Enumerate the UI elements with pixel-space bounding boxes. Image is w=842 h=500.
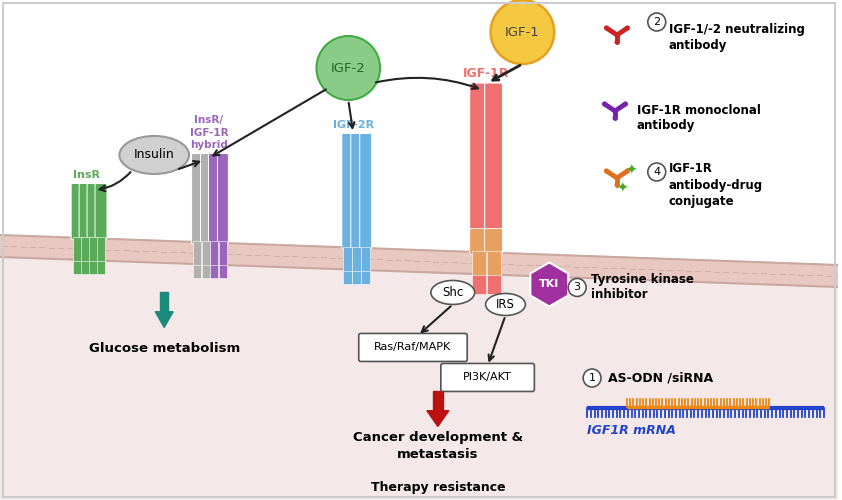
Bar: [210, 264, 218, 278]
Text: 3: 3: [573, 282, 581, 292]
Text: TKI: TKI: [539, 280, 559, 289]
Bar: [361, 270, 370, 283]
FancyBboxPatch shape: [441, 364, 535, 392]
Bar: [210, 242, 218, 266]
Circle shape: [625, 168, 630, 173]
Text: IGF1R mRNA: IGF1R mRNA: [587, 424, 676, 437]
Bar: [344, 270, 352, 283]
Bar: [487, 274, 500, 294]
Text: Therapy resistance: Therapy resistance: [370, 482, 505, 494]
Ellipse shape: [486, 294, 525, 316]
FancyBboxPatch shape: [359, 334, 467, 361]
FancyBboxPatch shape: [87, 184, 99, 240]
Text: PI3K/AKT: PI3K/AKT: [463, 372, 512, 382]
Text: IGF-1R
antibody-drug
conjugate: IGF-1R antibody-drug conjugate: [669, 162, 763, 208]
Bar: [88, 237, 98, 261]
Bar: [472, 252, 486, 276]
Circle shape: [317, 36, 380, 100]
Text: Shc: Shc: [442, 286, 463, 299]
Text: ✦: ✦: [616, 182, 628, 196]
Bar: [433, 392, 443, 410]
Circle shape: [615, 182, 620, 188]
Circle shape: [604, 26, 609, 30]
Text: 2: 2: [653, 17, 660, 27]
FancyBboxPatch shape: [192, 154, 203, 244]
Text: Glucose metabolism: Glucose metabolism: [88, 342, 240, 355]
FancyBboxPatch shape: [72, 184, 83, 240]
Bar: [344, 246, 352, 270]
Text: IGF-2: IGF-2: [331, 62, 365, 74]
Circle shape: [604, 168, 609, 173]
Bar: [202, 242, 210, 266]
Bar: [72, 260, 82, 274]
Text: InsR: InsR: [73, 170, 100, 180]
Bar: [81, 237, 89, 261]
Text: 1: 1: [589, 373, 595, 383]
Circle shape: [625, 26, 630, 30]
FancyBboxPatch shape: [470, 83, 488, 234]
Circle shape: [647, 13, 666, 31]
FancyBboxPatch shape: [217, 154, 228, 244]
Bar: [88, 260, 98, 274]
FancyBboxPatch shape: [485, 83, 503, 234]
Text: Tyrosine kinase
inhibitor: Tyrosine kinase inhibitor: [591, 274, 694, 301]
Circle shape: [623, 102, 628, 106]
Polygon shape: [0, 257, 838, 500]
Text: IGF-1/-2 neutralizing
antibody: IGF-1/-2 neutralizing antibody: [669, 24, 805, 52]
FancyBboxPatch shape: [351, 134, 363, 249]
FancyBboxPatch shape: [200, 154, 211, 244]
Text: IGF-2R: IGF-2R: [333, 120, 374, 130]
FancyBboxPatch shape: [485, 228, 503, 254]
Text: IGF-1R: IGF-1R: [462, 67, 509, 80]
FancyBboxPatch shape: [360, 134, 371, 249]
Ellipse shape: [120, 136, 189, 174]
Bar: [219, 264, 226, 278]
Text: ✦: ✦: [625, 164, 637, 178]
Polygon shape: [155, 312, 173, 328]
Ellipse shape: [431, 280, 475, 304]
Text: Ras/Raf/MAPK: Ras/Raf/MAPK: [375, 342, 451, 352]
Circle shape: [568, 278, 586, 296]
Circle shape: [615, 40, 620, 44]
Circle shape: [647, 163, 666, 181]
Text: IRS: IRS: [496, 298, 515, 311]
Circle shape: [491, 0, 554, 64]
Text: IGF-1R monoclonal
antibody: IGF-1R monoclonal antibody: [637, 104, 760, 132]
Bar: [193, 264, 201, 278]
Bar: [472, 274, 486, 294]
Circle shape: [612, 116, 617, 120]
Polygon shape: [0, 235, 838, 287]
FancyBboxPatch shape: [470, 228, 488, 254]
Circle shape: [602, 102, 607, 106]
Bar: [352, 246, 361, 270]
Text: Cancer development &
metastasis: Cancer development & metastasis: [353, 432, 523, 462]
Bar: [219, 242, 226, 266]
Bar: [97, 237, 105, 261]
Polygon shape: [530, 262, 568, 306]
Polygon shape: [427, 410, 449, 426]
Bar: [72, 237, 82, 261]
Text: 4: 4: [653, 167, 660, 177]
Bar: [487, 252, 500, 276]
FancyBboxPatch shape: [209, 154, 220, 244]
Text: InsR/
IGF-1R
hybrid: InsR/ IGF-1R hybrid: [189, 115, 228, 150]
Text: IGF-1: IGF-1: [505, 26, 540, 38]
FancyBboxPatch shape: [95, 184, 107, 240]
Bar: [352, 270, 361, 283]
Bar: [202, 264, 210, 278]
Bar: [193, 242, 201, 266]
Bar: [160, 292, 168, 312]
FancyBboxPatch shape: [342, 134, 354, 249]
Text: AS-ODN /siRNA: AS-ODN /siRNA: [608, 372, 713, 384]
Circle shape: [584, 369, 601, 387]
Bar: [81, 260, 89, 274]
Bar: [361, 246, 370, 270]
Bar: [97, 260, 105, 274]
FancyBboxPatch shape: [79, 184, 91, 240]
Text: Insulin: Insulin: [134, 148, 174, 162]
